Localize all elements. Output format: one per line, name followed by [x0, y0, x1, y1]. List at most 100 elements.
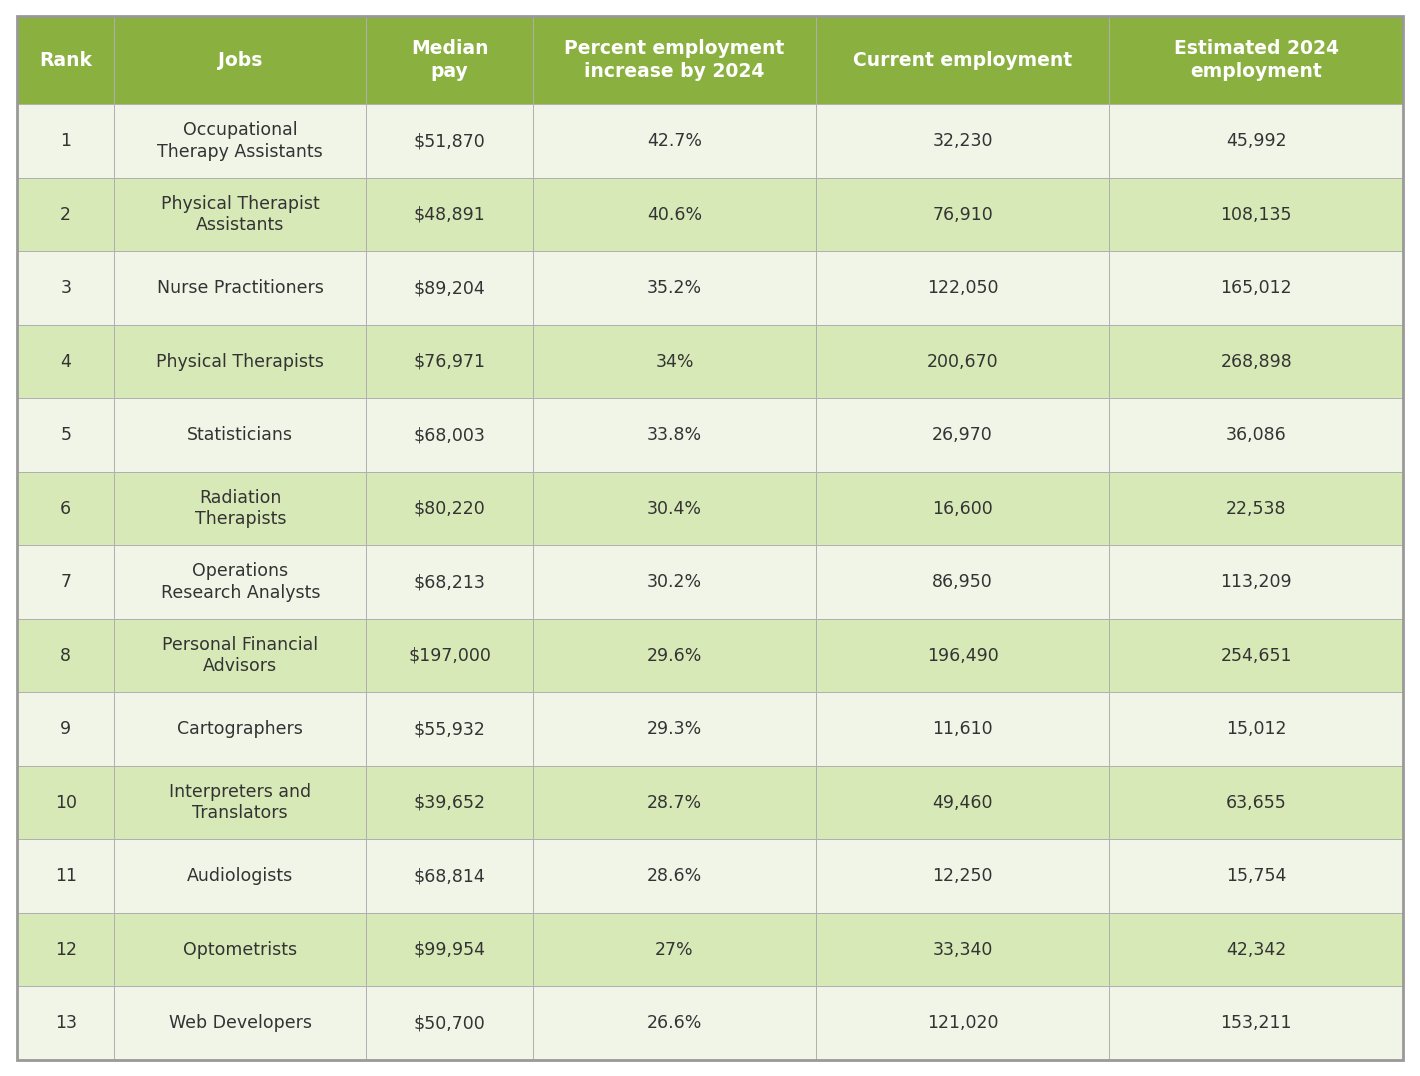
Bar [115, 104, 366, 178]
Bar [17, 987, 115, 1060]
Bar [1109, 104, 1403, 178]
Text: 9: 9 [60, 720, 71, 738]
Text: Rank: Rank [40, 51, 92, 70]
Text: 12: 12 [55, 940, 77, 959]
Bar [115, 16, 366, 104]
Text: 6: 6 [60, 499, 71, 518]
Text: Optometrists: Optometrists [183, 940, 297, 959]
Text: 12,250: 12,250 [933, 867, 993, 886]
Text: 49,460: 49,460 [933, 794, 993, 811]
Bar [816, 619, 1109, 692]
Bar [366, 987, 532, 1060]
Text: 196,490: 196,490 [927, 647, 998, 665]
Text: $51,870: $51,870 [413, 132, 486, 151]
Bar [366, 912, 532, 987]
Bar [532, 987, 816, 1060]
Text: 86,950: 86,950 [933, 574, 993, 591]
Text: $80,220: $80,220 [413, 499, 486, 518]
Bar [17, 252, 115, 325]
Text: Physical Therapist
Assistants: Physical Therapist Assistants [160, 195, 320, 235]
Text: 121,020: 121,020 [927, 1014, 998, 1032]
Bar [532, 912, 816, 987]
Bar [115, 619, 366, 692]
Text: 45,992: 45,992 [1225, 132, 1287, 151]
Text: 153,211: 153,211 [1220, 1014, 1292, 1032]
Bar [115, 325, 366, 398]
Bar [532, 16, 816, 104]
Bar [1109, 16, 1403, 104]
Text: 26.6%: 26.6% [646, 1014, 701, 1032]
Bar [532, 325, 816, 398]
Text: 5: 5 [60, 426, 71, 444]
Text: 42.7%: 42.7% [648, 132, 701, 151]
Bar [532, 252, 816, 325]
Bar [816, 912, 1109, 987]
Bar [1109, 839, 1403, 912]
Bar [366, 546, 532, 619]
Bar [17, 398, 115, 472]
Bar [366, 104, 532, 178]
Text: 11,610: 11,610 [933, 720, 993, 738]
Bar [816, 546, 1109, 619]
Bar [366, 398, 532, 472]
Text: 36,086: 36,086 [1225, 426, 1287, 444]
Bar [816, 987, 1109, 1060]
Bar [115, 178, 366, 252]
Text: 108,135: 108,135 [1220, 206, 1292, 224]
Bar [366, 178, 532, 252]
Bar [1109, 619, 1403, 692]
Text: $99,954: $99,954 [413, 940, 486, 959]
Text: 27%: 27% [655, 940, 694, 959]
Bar [17, 839, 115, 912]
Bar [366, 692, 532, 766]
Text: Jobs: Jobs [219, 51, 263, 70]
Text: 28.7%: 28.7% [648, 794, 701, 811]
Bar [532, 472, 816, 546]
Text: 34%: 34% [655, 353, 694, 370]
Bar [816, 325, 1109, 398]
Bar [816, 472, 1109, 546]
Text: 22,538: 22,538 [1225, 499, 1287, 518]
Text: 7: 7 [60, 574, 71, 591]
Text: 268,898: 268,898 [1220, 353, 1292, 370]
Text: $89,204: $89,204 [413, 279, 486, 297]
Text: 33.8%: 33.8% [648, 426, 701, 444]
Bar [816, 692, 1109, 766]
Bar [366, 325, 532, 398]
Bar [115, 692, 366, 766]
Bar [17, 178, 115, 252]
Text: Operations
Research Analysts: Operations Research Analysts [160, 563, 320, 601]
Text: 32,230: 32,230 [933, 132, 993, 151]
Bar [1109, 325, 1403, 398]
Text: 30.2%: 30.2% [648, 574, 701, 591]
Bar [115, 252, 366, 325]
Text: 165,012: 165,012 [1220, 279, 1292, 297]
Bar [115, 912, 366, 987]
Bar [115, 398, 366, 472]
Bar [816, 252, 1109, 325]
Bar [366, 472, 532, 546]
Text: Estimated 2024
employment: Estimated 2024 employment [1174, 40, 1339, 81]
Bar [532, 546, 816, 619]
Bar [532, 178, 816, 252]
Bar [816, 104, 1109, 178]
Text: 4: 4 [60, 353, 71, 370]
Text: Cartographers: Cartographers [178, 720, 304, 738]
Bar [816, 398, 1109, 472]
Text: $68,003: $68,003 [413, 426, 486, 444]
Text: 200,670: 200,670 [927, 353, 998, 370]
Text: 33,340: 33,340 [933, 940, 993, 959]
Text: $68,213: $68,213 [413, 574, 486, 591]
Text: $50,700: $50,700 [413, 1014, 486, 1032]
Bar [1109, 398, 1403, 472]
Bar [17, 912, 115, 987]
Text: Radiation
Therapists: Radiation Therapists [195, 489, 285, 528]
Bar [816, 178, 1109, 252]
Text: 3: 3 [60, 279, 71, 297]
Bar [115, 839, 366, 912]
Text: Statisticians: Statisticians [187, 426, 294, 444]
Text: Nurse Practitioners: Nurse Practitioners [156, 279, 324, 297]
Bar [816, 766, 1109, 839]
Bar [1109, 987, 1403, 1060]
Bar [115, 472, 366, 546]
